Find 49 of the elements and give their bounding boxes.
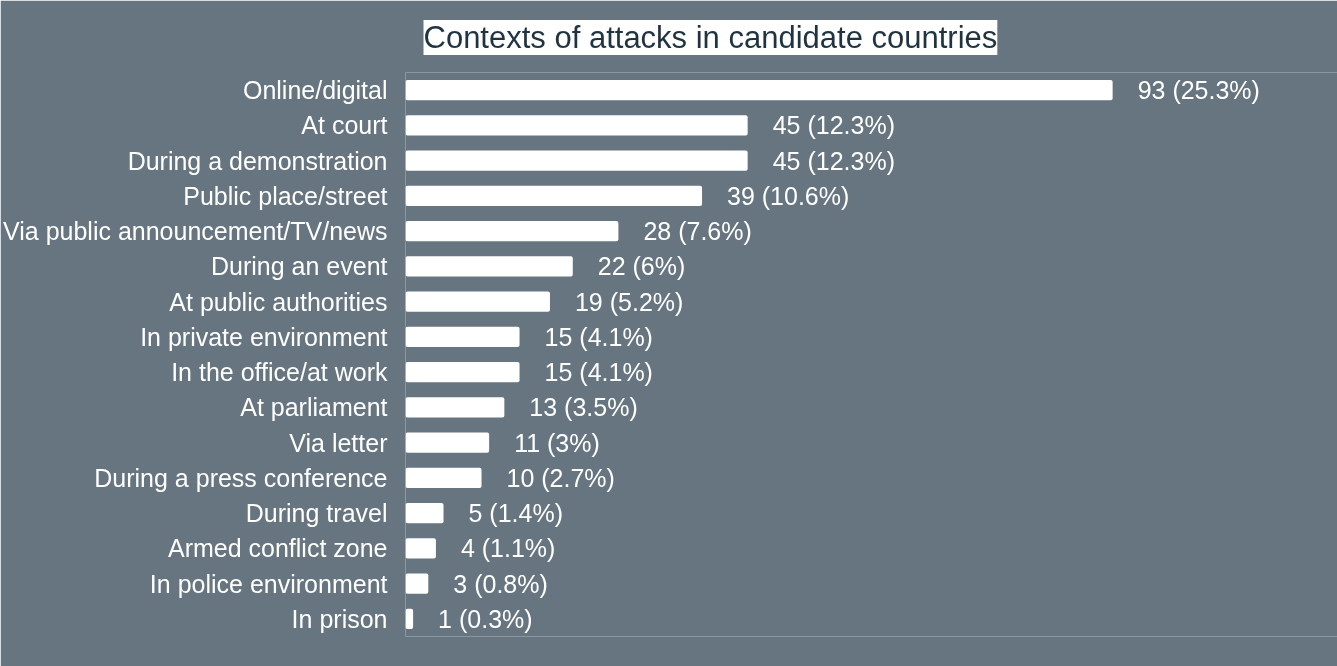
bar xyxy=(405,256,573,277)
y-tick-label: At parliament xyxy=(240,393,388,422)
bar xyxy=(405,432,490,453)
data-label: 15 (4.1%) xyxy=(544,358,653,387)
bar xyxy=(405,608,414,630)
y-tick-label: Online/digital xyxy=(242,76,388,105)
bar xyxy=(405,573,429,594)
y-tick-label: In police environment xyxy=(149,569,388,598)
data-label: 93 (25.3%) xyxy=(1137,76,1260,105)
data-label: 45 (12.3%) xyxy=(772,146,895,175)
y-tick-label: Via letter xyxy=(289,428,388,457)
bar xyxy=(405,397,505,418)
bar xyxy=(405,79,1113,101)
bar xyxy=(405,220,619,242)
bar xyxy=(405,291,550,312)
bar xyxy=(405,467,482,489)
y-tick-label: During a press conference xyxy=(94,463,388,492)
data-label: 13 (3.5%) xyxy=(529,393,638,422)
y-tick-label: At public authorities xyxy=(169,287,388,316)
data-label: 19 (5.2%) xyxy=(574,287,684,316)
data-label: 5 (1.4%) xyxy=(468,499,563,528)
bar xyxy=(405,326,520,348)
bar xyxy=(405,185,703,207)
data-label: 28 (7.6%) xyxy=(643,217,752,246)
y-tick-label: Via public announcement/TV/news xyxy=(3,217,388,246)
bar xyxy=(405,538,436,559)
data-label: 4 (1.1%) xyxy=(460,534,556,563)
bar xyxy=(405,361,520,383)
y-tick-label: Armed conflict zone xyxy=(167,534,388,563)
y-tick-label: Public place/street xyxy=(183,181,388,210)
data-label: 3 (0.8%) xyxy=(453,569,548,598)
y-tick-label: During a demonstration xyxy=(127,146,388,175)
data-label: 22 (6%) xyxy=(597,252,686,281)
data-label: 10 (2.7%) xyxy=(506,463,615,492)
data-label: 45 (12.3%) xyxy=(772,111,895,140)
data-label: 15 (4.1%) xyxy=(544,322,653,351)
y-tick-label: In private environment xyxy=(140,322,388,351)
chart-title: Contexts of attacks in candidate countries xyxy=(423,20,998,55)
data-label: 39 (10.6%) xyxy=(727,181,850,210)
data-label: 1 (0.3%) xyxy=(438,604,533,633)
y-tick-label: During an event xyxy=(211,252,388,281)
y-tick-label: In prison xyxy=(291,604,388,633)
y-tick-label: During travel xyxy=(245,499,388,528)
bar xyxy=(405,150,748,171)
bar xyxy=(405,115,748,136)
y-tick-label: In the office/at work xyxy=(171,358,388,387)
data-label: 11 (3%) xyxy=(514,428,600,457)
bar xyxy=(405,502,444,524)
y-tick-label: At court xyxy=(301,111,388,140)
